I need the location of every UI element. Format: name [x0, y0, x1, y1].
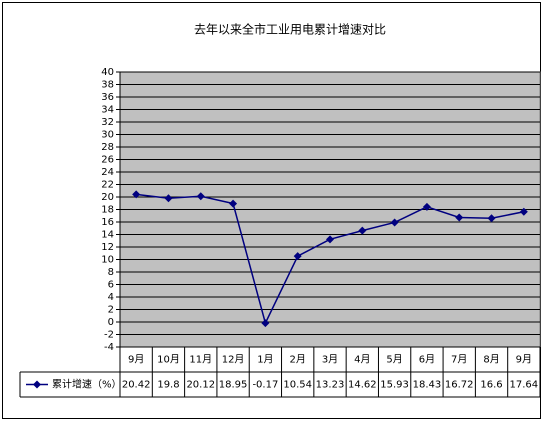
marker	[229, 199, 238, 208]
x-tick-label: 3月	[322, 354, 338, 366]
x-tick-label: 1月	[257, 354, 273, 366]
y-tick-label: 8	[108, 267, 114, 278]
y-tick-label: 34	[101, 105, 114, 116]
y-tick-label: 20	[101, 192, 114, 203]
marker	[519, 207, 528, 216]
y-tick-label: 6	[108, 280, 114, 291]
x-tick-label: 6月	[419, 354, 435, 366]
legend-label: 累计增速（%）	[52, 378, 122, 391]
marker	[132, 190, 141, 199]
table-value: -0.17	[252, 380, 278, 391]
y-tick-label: 26	[101, 155, 114, 166]
marker	[164, 194, 173, 203]
y-tick-label: 28	[101, 142, 114, 153]
marker	[358, 226, 367, 235]
x-tick-label: 7月	[451, 354, 467, 366]
y-tick-label: 40	[101, 67, 114, 78]
marker	[455, 213, 464, 222]
y-tick-label: 24	[101, 167, 114, 178]
table-value: 19.8	[157, 380, 179, 391]
marker	[261, 319, 270, 328]
y-tick-label: 2	[108, 305, 114, 316]
y-tick-label: 30	[101, 130, 114, 141]
table-value: 10.54	[283, 380, 312, 391]
table-value: 14.62	[348, 380, 377, 391]
table-value: 20.42	[122, 380, 151, 391]
y-tick-label: 36	[101, 92, 114, 103]
table-value: 18.43	[413, 380, 442, 391]
x-tick-label: 12月	[222, 354, 245, 366]
table-value: 15.93	[380, 380, 409, 391]
y-tick-label: 10	[101, 255, 114, 266]
table-value: 20.12	[186, 380, 215, 391]
marker	[422, 202, 431, 211]
x-tick-label: 9月	[128, 354, 144, 366]
marker	[390, 218, 399, 227]
table-value: 16.6	[480, 380, 502, 391]
x-tick-label: 4月	[354, 354, 370, 366]
y-tick-label: 18	[101, 205, 114, 216]
y-tick-label: 0	[108, 317, 114, 328]
y-tick-label: 12	[101, 242, 114, 253]
x-tick-label: 8月	[483, 354, 499, 366]
x-tick-label: 11月	[189, 354, 212, 366]
marker	[293, 252, 302, 261]
marker	[487, 214, 496, 223]
legend-marker	[33, 380, 41, 389]
table-value: 18.95	[219, 380, 248, 391]
y-tick-label: 16	[101, 217, 114, 228]
y-tick-label: 14	[101, 230, 114, 241]
chart-title: 去年以来全市工业用电累计增速对比	[194, 22, 386, 37]
marker	[326, 235, 334, 244]
x-tick-label: 5月	[386, 354, 402, 366]
table-value: 17.64	[510, 380, 539, 391]
table-value: 16.72	[445, 380, 474, 391]
x-tick-label: 10月	[157, 354, 180, 366]
y-tick-label: -2	[104, 330, 114, 341]
y-tick-label: 22	[101, 180, 114, 191]
marker	[196, 192, 205, 201]
y-tick-label: 4	[108, 292, 114, 303]
x-tick-label: 2月	[290, 354, 306, 366]
x-tick-label: 9月	[516, 354, 532, 366]
y-tick-label: -4	[104, 342, 114, 353]
y-tick-label: 38	[101, 80, 114, 91]
y-tick-label: 32	[101, 117, 114, 128]
table-value: 13.23	[316, 380, 345, 391]
